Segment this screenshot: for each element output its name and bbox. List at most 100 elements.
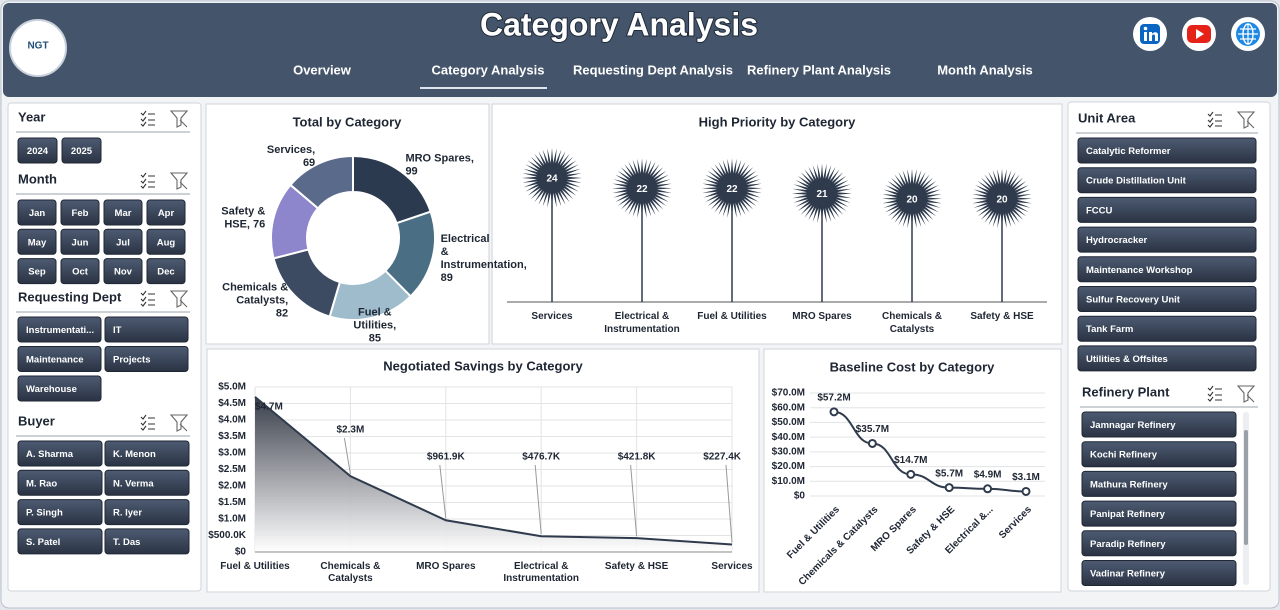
slicer-item-label[interactable]: Jun [72, 237, 89, 248]
slicer-button[interactable] [17, 346, 102, 372]
nav-tab[interactable]: Overview [293, 62, 352, 77]
clear-filter-icon[interactable] [1236, 111, 1256, 129]
slicer-item-label[interactable]: Projects [113, 355, 151, 366]
slicer-button[interactable] [1077, 315, 1257, 342]
slicer-item-label[interactable]: 2024 [27, 146, 49, 157]
slicer-item-label[interactable]: Jamnagar Refinery [1090, 420, 1176, 431]
slicer-button[interactable] [17, 499, 103, 526]
clear-filter-icon[interactable] [169, 110, 189, 128]
slicer-button[interactable] [104, 469, 190, 496]
slicer-button[interactable] [17, 137, 58, 164]
slicer-button[interactable] [146, 199, 186, 226]
slicer-button[interactable] [104, 440, 190, 467]
slicer-item-label[interactable]: Oct [72, 267, 89, 278]
slicer-item-label[interactable]: S. Patel [26, 537, 60, 548]
multi-select-icon[interactable] [140, 290, 155, 307]
slicer-button[interactable] [1081, 560, 1237, 586]
slicer-item-label[interactable]: Jan [29, 208, 46, 219]
slicer-item-label[interactable]: T. Das [113, 537, 140, 548]
slicer-item-label[interactable]: 2025 [71, 146, 93, 157]
slicer-item-label[interactable]: R. Iyer [113, 508, 142, 519]
slicer-item-label[interactable]: A. Sharma [26, 449, 74, 460]
slicer-button[interactable] [61, 137, 102, 164]
slicer-item-label[interactable]: IT [113, 325, 122, 336]
slicer-button[interactable] [1077, 167, 1257, 194]
slicer-button[interactable] [17, 440, 103, 467]
slicer-item-label[interactable]: Crude Distillation Unit [1086, 176, 1187, 187]
slicer-button[interactable] [1077, 196, 1257, 223]
slicer-button[interactable] [60, 199, 100, 226]
slicer-button[interactable] [60, 228, 100, 255]
slicer-button[interactable] [17, 375, 102, 402]
slicer-button[interactable] [1081, 530, 1237, 557]
slicer-item-label[interactable]: Maintenance Workshop [1086, 265, 1193, 276]
nav-tab[interactable]: Month Analysis [937, 62, 1033, 77]
multi-select-icon[interactable] [1207, 111, 1222, 128]
slicer-button[interactable] [1077, 137, 1257, 164]
slicer-button[interactable] [17, 199, 57, 226]
slicer-item-label[interactable]: P. Singh [26, 508, 63, 519]
multi-select-icon[interactable] [140, 110, 155, 127]
slicer-item-label[interactable]: Paradip Refinery [1090, 539, 1166, 550]
slicer-button[interactable] [104, 528, 190, 555]
slicer-item-label[interactable]: Catalytic Reformer [1086, 146, 1171, 157]
slicer-item-label[interactable]: Vadinar Refinery [1090, 569, 1166, 580]
slicer-item-label[interactable]: M. Rao [26, 478, 57, 489]
slicer-item-label[interactable]: Apr [158, 208, 175, 219]
slicer-button[interactable] [17, 469, 103, 496]
slicer-item-label[interactable]: Panipat Refinery [1090, 509, 1166, 520]
slicer-button[interactable] [17, 528, 103, 555]
clear-filter-icon[interactable] [169, 290, 189, 308]
slicer-button[interactable] [1077, 286, 1257, 312]
slicer-item-label[interactable]: Sep [28, 267, 46, 278]
slicer-item-label[interactable]: Mar [115, 208, 132, 219]
clear-filter-icon[interactable] [169, 414, 189, 432]
slicer-item-label[interactable]: N. Verma [113, 478, 154, 489]
nav-tab[interactable]: Refinery Plant Analysis [747, 62, 891, 77]
slicer-item-label[interactable]: Dec [157, 267, 174, 278]
slicer-button[interactable] [103, 228, 143, 255]
slicer-button[interactable] [17, 258, 57, 285]
slicer-button[interactable] [17, 316, 102, 343]
slicer-item-label[interactable]: Maintenance [26, 355, 84, 366]
slicer-item-label[interactable]: Kochi Refinery [1090, 450, 1158, 461]
scrollbar-thumb[interactable] [1244, 430, 1248, 545]
nav-tab[interactable]: Category Analysis [432, 62, 545, 77]
slicer-button[interactable] [103, 258, 143, 285]
slicer-button[interactable] [1077, 345, 1257, 372]
slicer-button[interactable] [1081, 500, 1237, 527]
multi-select-icon[interactable] [140, 414, 155, 431]
nav-tab[interactable]: Requesting Dept Analysis [573, 62, 733, 77]
slicer-item-label[interactable]: Warehouse [26, 384, 77, 395]
slicer-button[interactable] [1081, 470, 1237, 497]
slicer-button[interactable] [1081, 411, 1237, 438]
slicer-item-label[interactable]: FCCU [1086, 205, 1113, 216]
slicer-button[interactable] [60, 258, 100, 285]
slicer-item-label[interactable]: Utilities & Offsites [1086, 354, 1168, 365]
slicer-item-label[interactable]: Tank Farm [1086, 324, 1133, 335]
slicer-item-label[interactable]: Aug [157, 237, 176, 248]
slicer-button[interactable] [1077, 226, 1257, 253]
slicer-item-label[interactable]: Feb [72, 208, 89, 219]
slicer-item-label[interactable]: Mathura Refinery [1090, 479, 1168, 490]
slicer-button[interactable] [146, 258, 186, 285]
multi-select-icon[interactable] [140, 172, 155, 189]
slicer-button[interactable] [104, 499, 190, 526]
slicer-item-label[interactable]: Instrumentati... [26, 325, 94, 336]
slicer-item-label[interactable]: Jul [116, 237, 130, 248]
slicer-button[interactable] [104, 346, 189, 372]
slicer-button[interactable] [17, 228, 57, 255]
clear-filter-icon[interactable] [169, 172, 189, 190]
slicer-button[interactable] [146, 228, 186, 255]
slicer-button[interactable] [1077, 256, 1257, 283]
slicer-item-label[interactable]: Hydrocracker [1086, 235, 1148, 246]
slicer-button[interactable] [104, 316, 189, 343]
slicer-item-label[interactable]: May [28, 237, 47, 248]
multi-select-icon[interactable] [1207, 385, 1222, 402]
slicer-item-label[interactable]: K. Menon [113, 449, 156, 460]
slicer-button[interactable] [103, 199, 143, 226]
slicer-item-label[interactable]: Sulfur Recovery Unit [1086, 295, 1181, 306]
clear-filter-icon[interactable] [1236, 385, 1256, 403]
slicer-item-label[interactable]: Nov [114, 267, 133, 278]
slicer-button[interactable] [1081, 441, 1237, 468]
